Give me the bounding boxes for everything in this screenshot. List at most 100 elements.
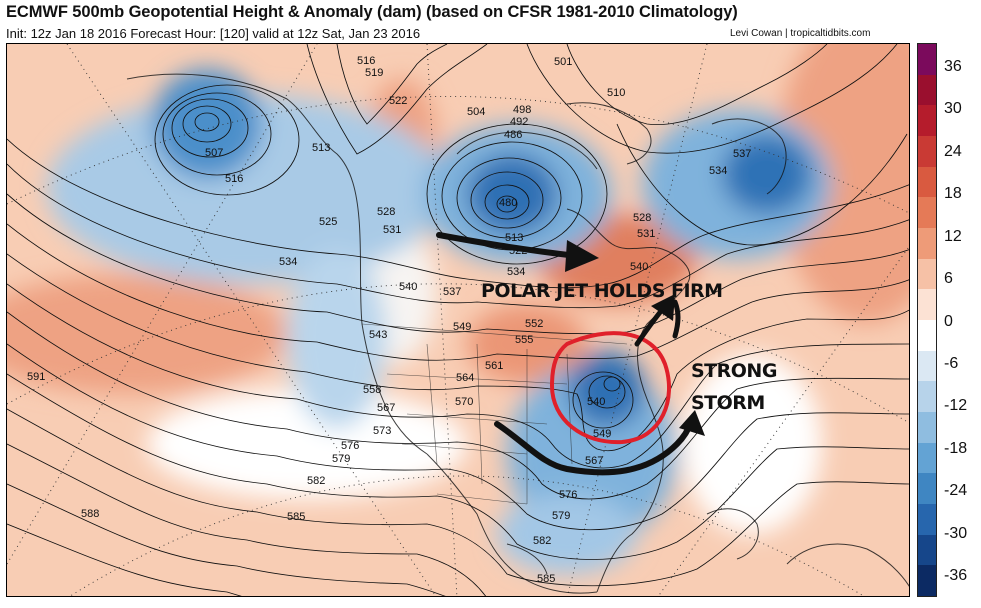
colorbar-segment xyxy=(918,135,936,167)
anomaly-map: 516 519 522 507 513 516 525 528 531 534 … xyxy=(6,43,910,597)
height-label: 540 xyxy=(399,281,417,293)
colorbar-segment xyxy=(918,473,936,504)
colorbar-tick-label: 6 xyxy=(944,270,953,288)
height-label: 564 xyxy=(456,372,474,384)
colorbar-segment xyxy=(918,534,936,566)
height-label: 549 xyxy=(453,321,471,333)
colorbar-segment xyxy=(918,258,936,290)
height-label: 555 xyxy=(515,334,533,346)
colorbar-segment xyxy=(918,350,936,382)
height-label: 576 xyxy=(341,440,359,452)
strong-label: STRONG xyxy=(691,360,777,382)
colorbar-tick-label: 0 xyxy=(944,312,953,330)
height-label: 588 xyxy=(81,508,99,520)
colorbar-segment xyxy=(918,503,936,535)
cold-anomaly-pacific-nw xyxy=(287,249,387,429)
height-label: 531 xyxy=(383,224,401,236)
height-label: 540 xyxy=(630,261,648,273)
colorbar-tick-label: 24 xyxy=(944,142,962,160)
height-label: 585 xyxy=(287,511,305,523)
anomaly-colorbar xyxy=(917,43,937,597)
storm-circle xyxy=(550,331,671,445)
height-label: 567 xyxy=(585,455,603,467)
cold-anomaly-gulf xyxy=(497,494,637,574)
colorbar-segment xyxy=(918,411,936,443)
colorbar-segment xyxy=(918,166,936,198)
warm-anomaly-east-pacific xyxy=(7,274,287,394)
polar-jet-label: POLAR JET HOLDS FIRM xyxy=(481,280,723,302)
firm-arrow xyxy=(672,299,681,339)
height-label: 513 xyxy=(312,142,330,154)
colorbar-segment xyxy=(918,442,936,474)
cold-anomaly-greenland-core xyxy=(722,134,812,214)
warm-anomaly-north-atlantic xyxy=(777,44,909,324)
colorbar-tick-label: -12 xyxy=(944,397,968,415)
height-label: 534 xyxy=(507,266,525,278)
height-label: 579 xyxy=(552,510,570,522)
graticule xyxy=(7,44,909,596)
cold-anomaly-hudson-core xyxy=(467,154,557,234)
map-subtitle: Init: 12z Jan 18 2016 Forecast Hour: [12… xyxy=(6,26,421,41)
height-label: 522 xyxy=(389,95,407,107)
height-label: 582 xyxy=(307,475,325,487)
colorbar-segment xyxy=(918,565,936,596)
political-borders xyxy=(361,323,628,505)
coastlines xyxy=(126,73,909,594)
height-label: 516 xyxy=(225,173,243,185)
height-label: 543 xyxy=(369,329,387,341)
height-label: 531 xyxy=(637,228,655,240)
colorbar-segment xyxy=(918,44,936,75)
height-label: 525 xyxy=(319,216,337,228)
colorbar-tick-label: 36 xyxy=(944,58,962,75)
colorbar-tick-label: 12 xyxy=(944,227,962,245)
height-label: 519 xyxy=(365,67,383,79)
height-label: 501 xyxy=(554,56,572,68)
southern-jet-arrow xyxy=(494,419,694,476)
exit-arrowhead xyxy=(651,294,675,321)
polar-jet-arrow xyxy=(436,232,580,259)
height-label: 537 xyxy=(733,148,751,160)
height-label: 510 xyxy=(607,87,625,99)
colorbar-tick-label: -30 xyxy=(944,524,968,542)
cold-anomaly-north-pacific xyxy=(47,94,447,284)
height-label: 486 xyxy=(504,129,522,141)
anomaly-fill-layer xyxy=(7,44,909,574)
height-contours xyxy=(7,44,909,596)
colorbar-segment xyxy=(918,289,936,320)
storm-label: STORM xyxy=(691,392,765,414)
colorbar-segment xyxy=(918,381,936,412)
height-label: 591 xyxy=(27,371,45,383)
polar-jet-arrowhead xyxy=(565,240,599,272)
height-label: 558 xyxy=(363,384,381,396)
height-labels: 516 519 522 507 513 516 525 528 531 534 … xyxy=(27,55,751,585)
height-label: 492 xyxy=(510,116,528,128)
height-label: 579 xyxy=(332,453,350,465)
colorbar-segment xyxy=(918,319,936,351)
height-label: 537 xyxy=(443,286,461,298)
colorbar-tick-label: 18 xyxy=(944,185,962,203)
height-label: 576 xyxy=(559,489,577,501)
height-label: 528 xyxy=(377,206,395,218)
credit-text: Levi Cowan | tropicaltidbits.com xyxy=(730,28,871,39)
southern-jet-arrowhead xyxy=(679,410,705,436)
height-label: 573 xyxy=(373,425,391,437)
height-label: 552 xyxy=(525,318,543,330)
height-label: 480 xyxy=(499,197,517,209)
colorbar-segment xyxy=(918,197,936,228)
height-label: 570 xyxy=(455,396,473,408)
height-label: 540 xyxy=(587,396,605,408)
colorbar-tick-label: -6 xyxy=(944,354,959,372)
height-label: 498 xyxy=(513,104,531,116)
warm-anomaly-great-lakes xyxy=(467,304,587,384)
height-label: 567 xyxy=(377,402,395,414)
height-label: 549 xyxy=(593,428,611,440)
map-title: ECMWF 500mb Geopotential Height & Anomal… xyxy=(6,3,738,21)
height-label: 516 xyxy=(357,55,375,67)
height-label: 534 xyxy=(709,165,727,177)
height-label: 561 xyxy=(485,360,503,372)
colorbar-segment xyxy=(918,74,936,106)
cold-anomaly-aleutian-core xyxy=(152,69,262,179)
neutral-atlantic xyxy=(682,354,822,534)
height-label: 504 xyxy=(467,106,485,118)
colorbar-tick-label: 30 xyxy=(944,100,962,118)
